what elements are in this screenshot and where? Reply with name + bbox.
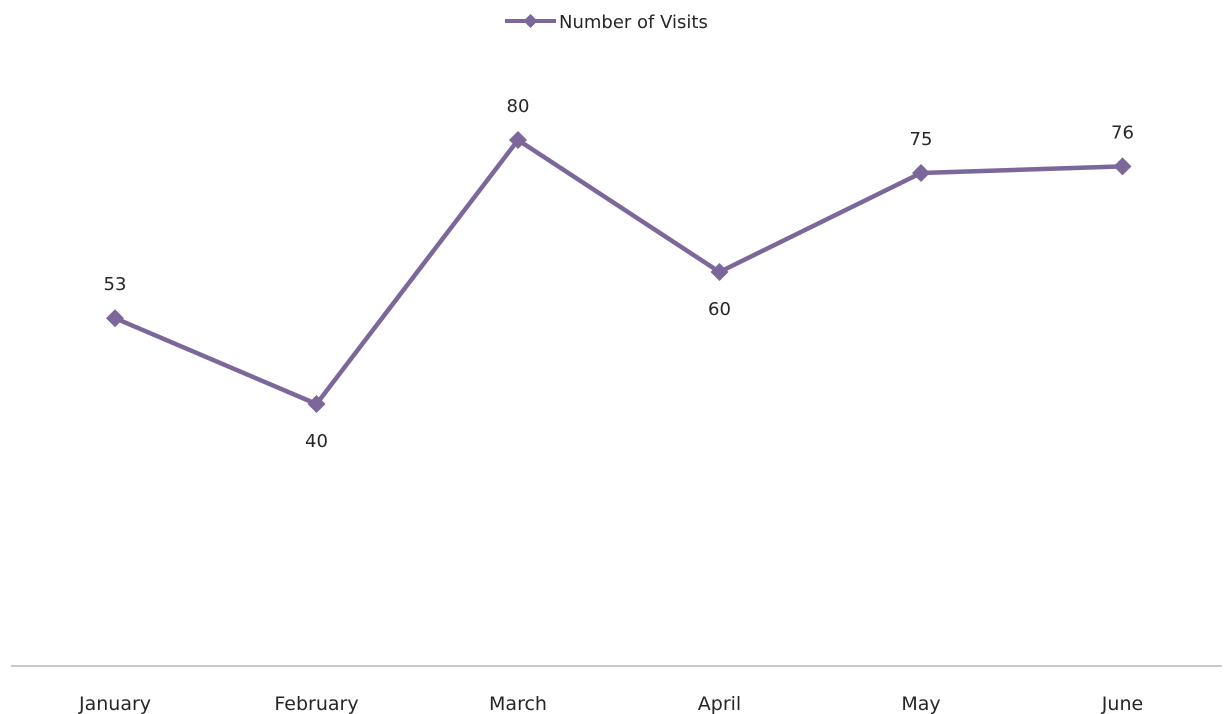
x-tick-label-may: May: [901, 693, 940, 714]
plot-area: 53 40 80 60 75 76: [104, 96, 1134, 452]
x-tick-label-june: June: [1101, 693, 1143, 714]
data-label-march: 80: [507, 96, 530, 117]
data-point-june: [1113, 157, 1132, 176]
x-tick-label-april: April: [698, 693, 741, 714]
legend-marker: [523, 14, 538, 28]
data-label-january: 53: [104, 274, 127, 295]
x-axis-tick-labels: January February March April May June: [78, 693, 1143, 714]
data-label-april: 60: [708, 299, 731, 320]
legend: Number of Visits: [505, 12, 708, 33]
data-point-march: [509, 131, 527, 149]
legend-label: Number of Visits: [559, 12, 708, 33]
series-line-number-of-visits: [114, 137, 1123, 407]
x-tick-label-january: January: [78, 693, 151, 714]
data-label-february: 40: [305, 431, 328, 452]
data-label-june: 76: [1111, 122, 1134, 143]
data-label-may: 75: [910, 129, 933, 150]
data-point-february: [307, 395, 326, 413]
data-point-january: [106, 309, 124, 328]
data-point-april: [710, 263, 729, 281]
x-tick-label-march: March: [489, 693, 547, 714]
x-tick-label-february: February: [274, 693, 358, 714]
data-point-may: [912, 164, 930, 182]
